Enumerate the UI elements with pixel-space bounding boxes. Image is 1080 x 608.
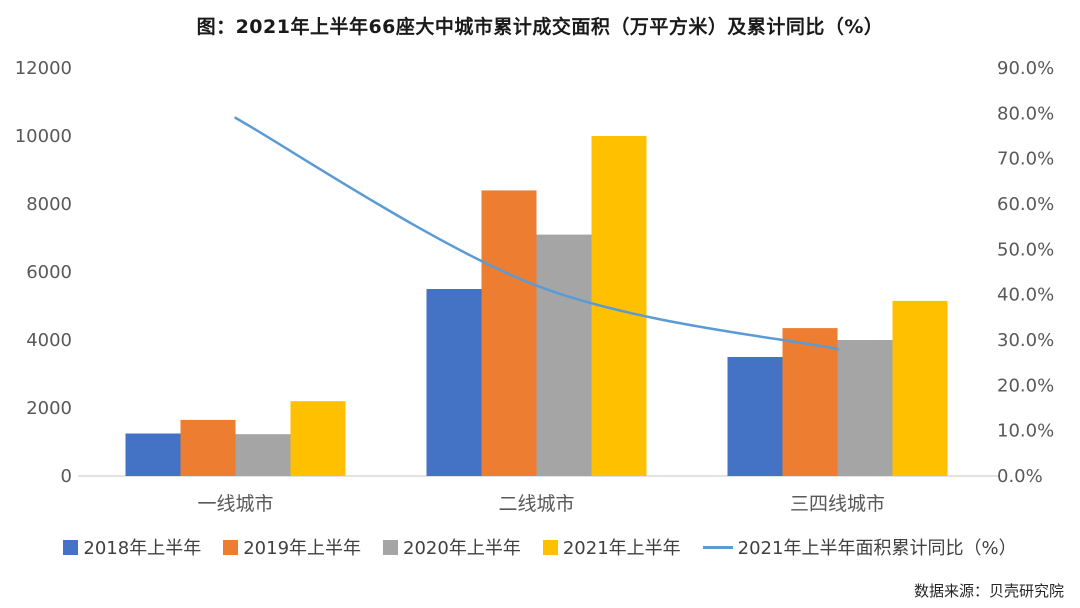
category-label: 三四线城市 — [790, 493, 885, 515]
left-axis-tick: 2000 — [26, 398, 72, 419]
left-axis-tick: 10000 — [15, 126, 72, 147]
right-axis-tick: 40.0% — [997, 285, 1054, 306]
legend-item: 2021年上半年面积累计同比（%） — [702, 534, 1017, 560]
chart-title: 图：2021年上半年66座大中城市累计成交面积（万平方米）及累计同比（%） — [196, 16, 884, 38]
right-axis-tick: 10.0% — [997, 421, 1054, 442]
left-axis-tick: 6000 — [26, 262, 72, 283]
bar-2021年上半年 — [290, 401, 346, 476]
bar-2018年上半年 — [727, 357, 783, 476]
plot-area: 12000 10000 8000 6000 4000 2000 0 90.0% 80.0% 70.… — [15, 58, 1054, 515]
bar-2020年上半年 — [235, 434, 291, 476]
bar-2019年上半年 — [180, 419, 236, 476]
right-axis-tick: 90.0% — [997, 58, 1054, 79]
legend-label: 2021年上半年面积累计同比（%） — [737, 538, 1017, 559]
right-axis-tick: 50.0% — [997, 239, 1054, 260]
legend-label: 2018年上半年 — [83, 538, 202, 559]
bar-2021年上半年 — [892, 300, 948, 476]
right-axis-tick: 80.0% — [997, 103, 1054, 124]
legend-line-marker — [702, 545, 733, 549]
legend-item: 2020年上半年 — [383, 534, 521, 560]
legend-label: 2019年上半年 — [243, 538, 362, 559]
left-axis-tick: 12000 — [15, 58, 72, 79]
bar-2020年上半年 — [536, 234, 592, 476]
bar-2018年上半年 — [125, 433, 181, 476]
legend: 2018年上半年 2019年上半年 2020年上半年 2021年上半年 2021年上半年… — [0, 534, 1080, 560]
legend-item: 2021年上半年 — [542, 534, 681, 560]
bar-2019年上半年 — [481, 190, 537, 476]
right-axis-tick: 70.0% — [997, 149, 1054, 170]
left-axis-tick: 0 — [61, 466, 72, 487]
right-axis-tick: 60.0% — [997, 194, 1054, 215]
right-axis-tick: 20.0% — [997, 375, 1054, 396]
category-label: 一线城市 — [197, 493, 273, 515]
legend-label: 2021年上半年 — [562, 538, 681, 559]
source-note: 数据来源：贝壳研究院 — [913, 582, 1064, 600]
left-axis-tick: 8000 — [26, 194, 72, 215]
yoy-line — [234, 116, 839, 351]
bar-2019年上半年 — [782, 328, 838, 476]
right-axis-tick: 30.0% — [997, 330, 1054, 351]
left-axis-tick: 4000 — [26, 330, 72, 351]
legend-square-marker — [542, 539, 558, 555]
legend-square-marker — [63, 539, 79, 555]
legend-item: 2019年上半年 — [223, 534, 361, 560]
legend-square-marker — [223, 539, 239, 555]
legend-label: 2020年上半年 — [403, 538, 521, 559]
legend-item: 2018年上半年 — [63, 534, 201, 560]
category-label: 二线城市 — [498, 493, 574, 515]
legend-square-marker — [383, 539, 399, 555]
bar-2018年上半年 — [426, 289, 482, 476]
right-axis-tick: 0.0% — [997, 466, 1043, 487]
bar-2020年上半年 — [837, 340, 893, 476]
